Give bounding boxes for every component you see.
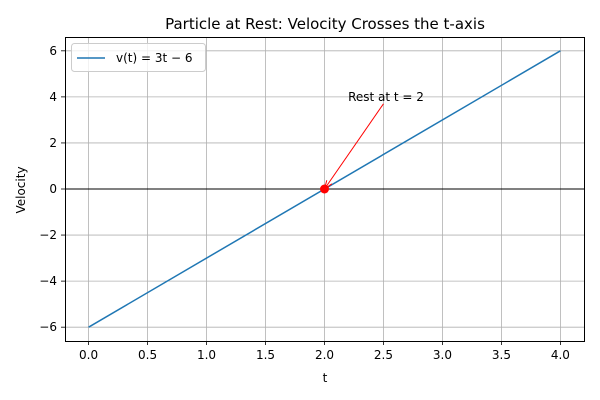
y-tick-label: 4 <box>49 90 57 104</box>
y-tick-label: −2 <box>39 228 57 242</box>
x-tick-label: 0.5 <box>138 348 157 362</box>
y-tick-label: 0 <box>49 182 57 196</box>
x-tick-label: 1.0 <box>197 348 216 362</box>
x-tick-label: 0.0 <box>79 348 98 362</box>
x-ticks: 0.0 0.5 1.0 1.5 2.0 2.5 3.0 3.5 4.0 <box>79 341 570 362</box>
x-tick-label: 3.0 <box>433 348 452 362</box>
rest-point-marker <box>320 184 329 194</box>
y-axis-label: Velocity <box>14 166 28 213</box>
x-tick-label: 4.0 <box>551 348 570 362</box>
annotation-label: Rest at t = 2 <box>348 90 424 104</box>
annotation-layer: Rest at t = 2 <box>320 90 424 194</box>
x-tick-label: 2.5 <box>374 348 393 362</box>
x-tick-label: 1.5 <box>256 348 275 362</box>
x-tick-label: 3.5 <box>492 348 511 362</box>
legend: v(t) = 3t − 6 <box>71 43 206 72</box>
y-tick-label: 2 <box>49 136 57 150</box>
y-tick-label: 6 <box>49 44 57 58</box>
x-axis-label: t <box>323 371 328 385</box>
chart-title: Particle at Rest: Velocity Crosses the t… <box>165 15 485 33</box>
legend-box <box>71 43 206 72</box>
legend-label: v(t) = 3t − 6 <box>116 51 193 65</box>
y-tick-label: −4 <box>39 274 57 288</box>
y-ticks: −6 −4 −2 0 2 4 6 <box>39 44 65 334</box>
plot-frame <box>65 37 585 342</box>
annotation-arrow <box>324 103 384 190</box>
x-tick-label: 2.0 <box>315 348 334 362</box>
y-tick-label: −6 <box>39 320 57 334</box>
